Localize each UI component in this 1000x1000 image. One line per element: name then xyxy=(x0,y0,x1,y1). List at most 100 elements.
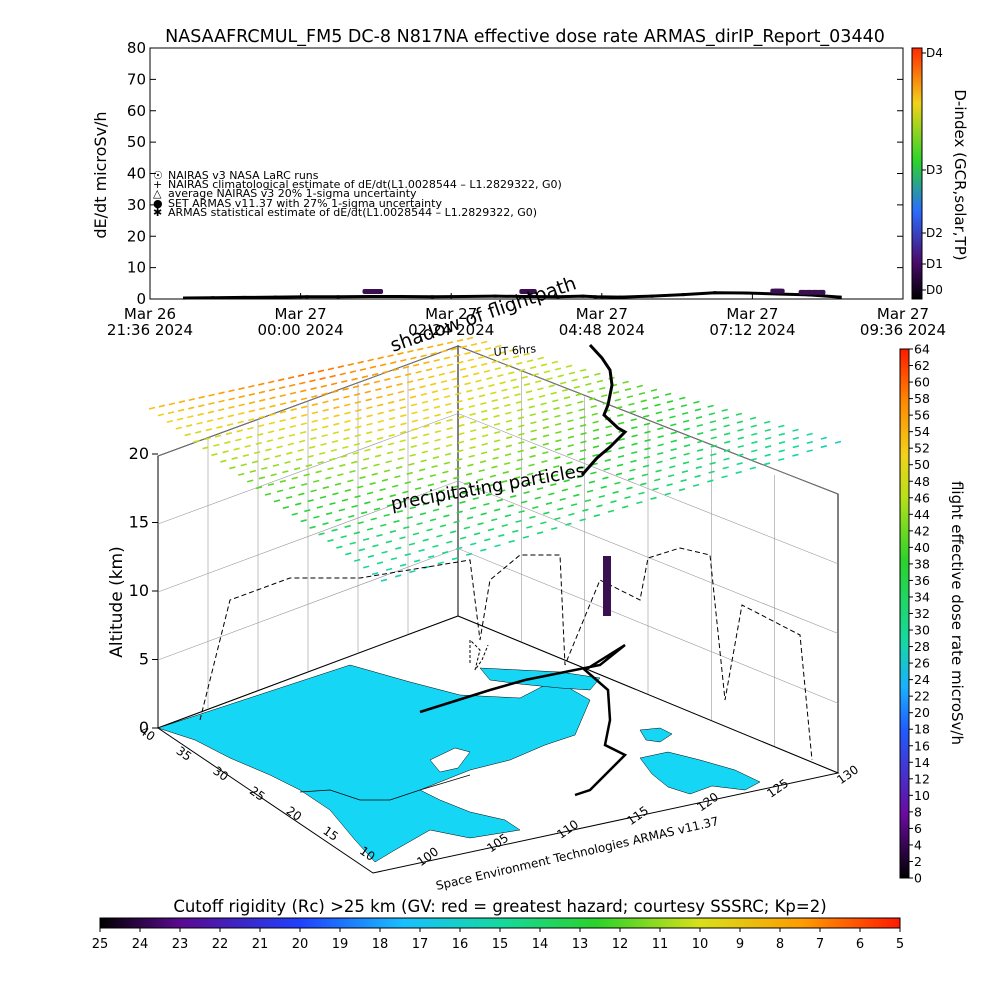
dose-layer-cell xyxy=(493,422,501,426)
dose-layer-cell xyxy=(362,565,370,569)
dose-layer-cell xyxy=(465,472,473,476)
land-china-mainland xyxy=(157,664,591,863)
dose-layer-cell xyxy=(258,407,266,411)
dose-layer-cell xyxy=(366,527,374,531)
dose-layer-cell xyxy=(409,506,417,510)
dose-layer-cell xyxy=(289,424,297,429)
dose-layer-cell xyxy=(193,439,200,443)
dose-layer-cell xyxy=(683,452,690,456)
dose-layer-cell xyxy=(392,368,399,372)
dose-layer-cell xyxy=(536,531,544,535)
dose-layer-cell xyxy=(530,437,537,441)
dose-layer-cell xyxy=(375,387,382,391)
dose-layer-cell xyxy=(386,503,394,507)
dose-layer-cell xyxy=(624,387,632,391)
dose-colorbar-tick-label: 48 xyxy=(914,474,930,489)
dose-layer-cell xyxy=(377,411,384,415)
dose-layer-cell xyxy=(764,436,772,440)
dose-layer-cell xyxy=(508,371,515,375)
dose-layer-cell xyxy=(578,466,585,470)
dose-layer-cell xyxy=(490,391,497,395)
dose-layer-cell xyxy=(222,450,229,454)
dose-layer-cell xyxy=(657,427,664,431)
dose-layer-cell xyxy=(208,401,215,406)
dose-layer-cell xyxy=(602,476,609,480)
dose-layer-cell xyxy=(493,447,500,451)
flight-path xyxy=(199,343,813,797)
dose-layer-cell xyxy=(806,432,813,436)
series-nairas-climatology-point xyxy=(493,294,497,298)
dose-layer-cell xyxy=(483,502,490,506)
altitude-ticks: 0 5 10 15 20 xyxy=(129,444,158,737)
dose-layer-cell xyxy=(764,428,772,432)
dose-layer-cell xyxy=(394,475,401,479)
dose-layer-cell xyxy=(737,428,744,432)
legend-item-set-armas: SET ARMAS v11.37 with 27% 1-sigma uncert… xyxy=(168,197,442,210)
dose-layer-cell xyxy=(553,406,560,410)
dose-layer-cell xyxy=(351,504,358,508)
dose-layer-cell xyxy=(522,535,530,539)
dose-layer-cell xyxy=(596,379,604,383)
dose-layer-cell xyxy=(248,392,256,396)
dose-layer-cell xyxy=(381,478,389,482)
dose-layer-cell xyxy=(530,446,537,450)
dose-layer-cell xyxy=(464,382,471,386)
dose-layer-cell xyxy=(404,373,412,377)
dose-layer-cell xyxy=(434,438,441,442)
dose-layer-cell xyxy=(554,447,562,451)
dose-layer-cell xyxy=(457,360,464,364)
dose-colorbar-tick-label: 44 xyxy=(914,507,930,522)
dose-layer-cell xyxy=(311,419,318,423)
series-nairas-climatology-point xyxy=(368,294,372,298)
dose-layer-cell xyxy=(409,570,416,574)
cutoff-rigidity-tick-label: 6 xyxy=(856,937,864,952)
series-nairas-climatology-point xyxy=(581,294,585,298)
dose-layer-cell xyxy=(445,402,452,406)
dose-layer-cell xyxy=(543,511,550,515)
dose-layer-cell xyxy=(446,504,453,508)
dose-layer-cell xyxy=(195,430,202,434)
dose-layer-cell xyxy=(158,404,166,408)
dose-layer-cell xyxy=(418,468,426,472)
dose-layer-cell xyxy=(598,494,605,499)
dose-layer-cell xyxy=(655,469,662,473)
dose-layer-cell xyxy=(670,439,678,443)
dose-layer-cell xyxy=(528,463,535,467)
dose-layer-cell xyxy=(408,542,416,546)
dose-layer-cell xyxy=(461,491,469,495)
dose-layer-cell xyxy=(512,355,520,359)
dose-layer-cell xyxy=(585,382,592,386)
dose-layer-cell xyxy=(432,508,440,512)
dose-layer-cell xyxy=(427,483,435,487)
timeseries-x-tick-date: Mar 27 xyxy=(877,305,929,323)
dose-layer-cell xyxy=(491,518,498,522)
dose-layer-cell xyxy=(382,370,389,374)
series-armas-statistical-point xyxy=(528,288,537,294)
dose-layer-cell xyxy=(437,561,444,565)
dose-layer-cell xyxy=(276,489,284,493)
dose-layer-cell xyxy=(321,392,328,396)
dose-layer-cell xyxy=(264,492,272,496)
dose-layer-cell xyxy=(592,436,600,440)
dose-layer-cell xyxy=(496,498,504,502)
dose-layer-cell xyxy=(258,476,266,480)
cutoff-rigidity-title: Cutoff rigidity (Rc) >25 km (GV: red = g… xyxy=(173,897,826,916)
dose-layer-cell xyxy=(456,458,463,462)
dose-layer-cell xyxy=(268,421,276,425)
dose-layer-cell xyxy=(339,463,346,467)
dose-layer-cell xyxy=(335,518,342,522)
dose-layer-cell xyxy=(622,380,629,384)
dose-layer-cell xyxy=(399,439,406,443)
timeseries-y-tick-label: 50 xyxy=(127,133,146,151)
dose-layer-cell xyxy=(559,497,566,501)
dose-colorbar-tick-label: 32 xyxy=(914,606,930,621)
dose-layer-cell xyxy=(592,445,600,449)
series-nairas-climatology-point xyxy=(838,295,842,299)
dose-layer-cell xyxy=(696,457,703,461)
series-nairas-climatology-point xyxy=(619,295,623,299)
dose-layer-cell xyxy=(473,532,481,536)
dose-layer-cell xyxy=(436,534,443,538)
cutoff-rigidity-ticks: 25 24 23 22 21 20 19 18 17 16 15 14 13 12 11 10 9 8 7 6 5 xyxy=(92,928,904,952)
dose-colorbar-tick-label: 20 xyxy=(914,705,930,720)
dose-layer-cell xyxy=(336,545,343,549)
